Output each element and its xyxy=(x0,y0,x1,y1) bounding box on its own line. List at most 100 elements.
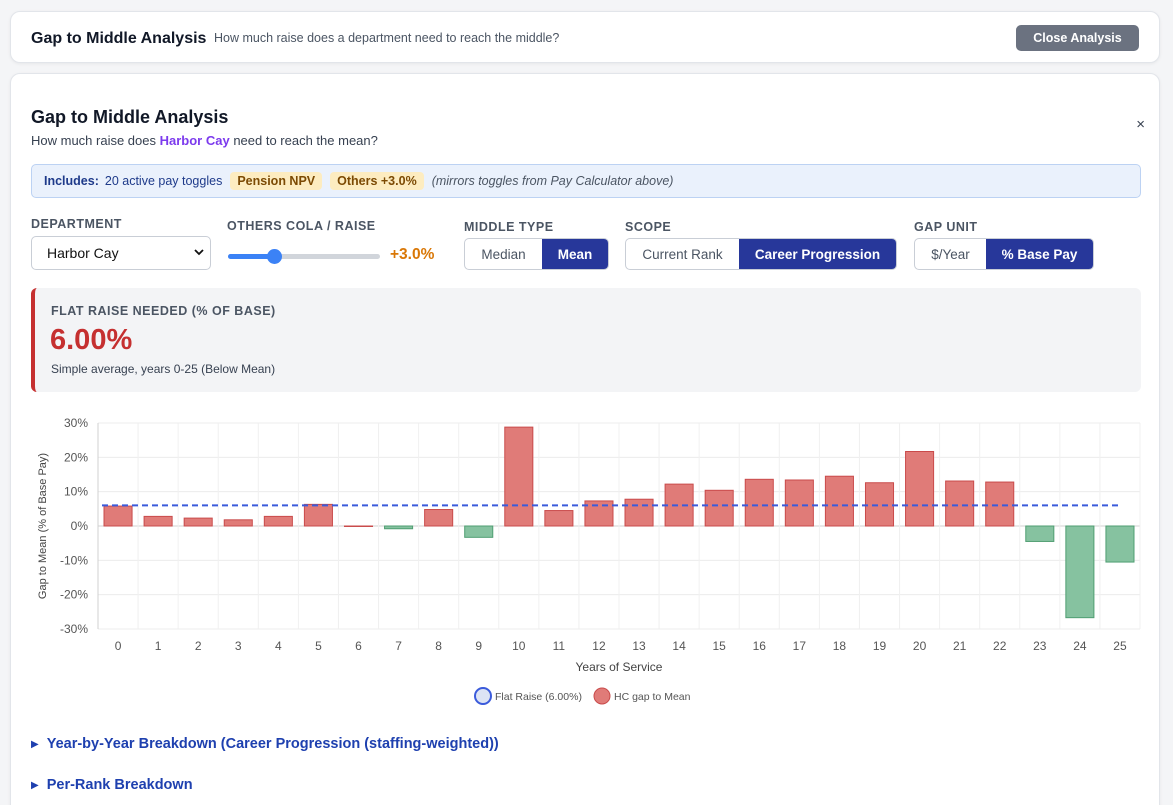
legend-hc-gap-marker xyxy=(593,687,611,705)
panel-subtitle: How much raise does Harbor Cay need to r… xyxy=(31,133,378,148)
panel-subtitle-pre: How much raise does xyxy=(31,133,160,148)
x-tick-label: 18 xyxy=(833,639,847,653)
gap-unit-label: GAP UNIT xyxy=(914,220,978,234)
chevron-down-icon xyxy=(194,247,204,259)
x-tick-label: 7 xyxy=(395,639,402,653)
department-select[interactable]: Harbor Cay xyxy=(31,236,211,270)
includes-banner: Includes: 20 active pay toggles Pension … xyxy=(31,164,1141,198)
triangle-right-icon: ▶ xyxy=(31,738,39,750)
department-select-value: Harbor Cay xyxy=(47,245,119,261)
flat-raise-result-card: FLAT RAISE NEEDED (% OF BASE) 6.00% Simp… xyxy=(31,288,1141,392)
year-by-year-section-toggle[interactable]: ▶ Year-by-Year Breakdown (Career Progres… xyxy=(31,736,499,752)
bar-year-15 xyxy=(704,489,734,527)
bar-year-4 xyxy=(263,515,293,527)
bar-year-16 xyxy=(744,478,774,527)
x-tick-label: 6 xyxy=(355,639,362,653)
includes-toggles: 20 active pay toggles xyxy=(104,174,223,188)
x-tick-label: 3 xyxy=(235,639,242,653)
flat-raise-label: FLAT RAISE NEEDED (% OF BASE) xyxy=(51,304,276,318)
bar-year-8 xyxy=(424,509,454,527)
per-rank-section-toggle[interactable]: ▶ Per-Rank Breakdown xyxy=(31,777,193,793)
y-axis-title: Gap to Mean (% of Base Pay) xyxy=(37,453,49,599)
gap-unit-option-percent[interactable]: % Base Pay xyxy=(986,239,1093,269)
x-tick-label: 8 xyxy=(435,639,442,653)
y-tick-label: -30% xyxy=(60,622,88,636)
x-tick-label: 2 xyxy=(195,639,202,653)
includes-label: Includes: xyxy=(44,174,99,188)
department-label: DEPARTMENT xyxy=(31,217,122,231)
x-tick-label: 1 xyxy=(155,639,162,653)
y-tick-label: -20% xyxy=(60,588,88,602)
bar-year-18 xyxy=(824,475,854,527)
y-tick-label: 10% xyxy=(64,485,88,499)
x-tick-label: 10 xyxy=(512,639,526,653)
panel-subtitle-post: need to reach the mean? xyxy=(229,133,378,148)
bar-year-22 xyxy=(985,481,1015,527)
legend-hc-gap-label: HC gap to Mean xyxy=(614,691,691,703)
close-analysis-button[interactable]: Close Analysis xyxy=(1016,25,1139,51)
bar-year-7 xyxy=(384,525,414,530)
legend-flat-raise-marker xyxy=(474,687,492,705)
x-tick-label: 5 xyxy=(315,639,322,653)
bar-year-19 xyxy=(864,482,895,527)
close-icon[interactable]: × xyxy=(1136,116,1145,133)
panel-title: Gap to Middle Analysis xyxy=(31,107,229,127)
top-bar: Gap to Middle Analysis How much raise do… xyxy=(10,11,1160,63)
bar-year-1 xyxy=(143,515,173,527)
x-tick-label: 25 xyxy=(1113,639,1127,653)
analysis-panel: Gap to Middle Analysis How much raise do… xyxy=(10,73,1160,805)
bar-year-0 xyxy=(103,505,133,527)
cola-slider-fill xyxy=(228,254,274,259)
bar-year-6 xyxy=(343,525,374,527)
scope-toggle: Current Rank Career Progression xyxy=(625,238,897,270)
x-tick-label: 14 xyxy=(672,639,686,653)
bar-year-24 xyxy=(1065,525,1095,619)
bar-year-3 xyxy=(223,519,253,527)
bar-year-9 xyxy=(464,525,494,538)
bar-year-25 xyxy=(1105,525,1135,563)
year-by-year-section-label: Year-by-Year Breakdown (Career Progressi… xyxy=(46,736,499,752)
x-tick-label: 13 xyxy=(632,639,646,653)
x-tick-label: 15 xyxy=(713,639,727,653)
triangle-right-icon: ▶ xyxy=(31,779,39,791)
x-tick-label: 23 xyxy=(1033,639,1047,653)
bar-year-5 xyxy=(303,503,333,527)
gap-unit-option-dollars[interactable]: $/Year xyxy=(931,246,970,262)
x-tick-label: 11 xyxy=(553,639,566,653)
x-tick-label: 17 xyxy=(793,639,807,653)
x-tick-label: 9 xyxy=(475,639,482,653)
middle-type-option-median[interactable]: Median xyxy=(481,246,526,262)
cola-value: +3.0% xyxy=(390,246,435,263)
x-tick-label: 20 xyxy=(913,639,927,653)
x-tick-label: 19 xyxy=(873,639,887,653)
legend-flat-raise-label: Flat Raise (6.00%) xyxy=(495,691,582,703)
panel-subtitle-department: Harbor Cay xyxy=(159,133,230,148)
flat-raise-note: Simple average, years 0-25 (Below Mean) xyxy=(51,362,276,376)
x-tick-label: 4 xyxy=(275,639,282,653)
pension-npv-chip: Pension NPV xyxy=(230,172,323,190)
bar-year-2 xyxy=(183,517,213,527)
x-tick-label: 16 xyxy=(753,639,767,653)
cola-slider[interactable] xyxy=(228,249,380,264)
bar-year-23 xyxy=(1025,525,1055,542)
x-axis-title: Years of Service xyxy=(576,660,663,674)
bar-year-12 xyxy=(584,500,614,527)
flat-raise-value: 6.00% xyxy=(50,324,133,356)
x-tick-label: 12 xyxy=(592,639,606,653)
bar-year-17 xyxy=(784,479,814,527)
gap-bar-chart: 30%20%10%0%-10%-20%-30%0 1 2 3 4 5 6 7 8 9 10 11 12 1… xyxy=(37,416,1141,705)
bar-year-13 xyxy=(624,498,654,527)
scope-option-current-rank[interactable]: Current Rank xyxy=(642,246,723,262)
gap-unit-toggle: $/Year % Base Pay xyxy=(914,238,1094,270)
scope-option-career-progression[interactable]: Career Progression xyxy=(739,239,896,269)
x-tick-label: 0 xyxy=(115,639,122,653)
y-tick-label: 0% xyxy=(71,519,89,533)
top-bar-title: Gap to Middle Analysis xyxy=(31,30,207,47)
middle-type-toggle: Median Mean xyxy=(464,238,609,270)
others-raise-chip: Others +3.0% xyxy=(330,172,424,190)
middle-type-option-mean[interactable]: Mean xyxy=(542,239,608,269)
bar-year-20 xyxy=(905,450,935,527)
middle-type-label: MIDDLE TYPE xyxy=(464,220,554,234)
y-tick-label: 30% xyxy=(64,416,88,430)
cola-slider-thumb[interactable] xyxy=(266,249,282,264)
